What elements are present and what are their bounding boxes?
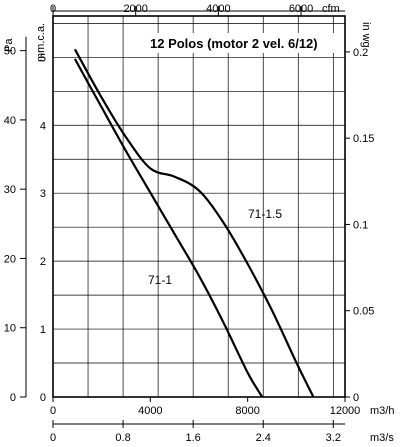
curve-label-71-1: 71-1: [148, 273, 172, 287]
plot-frame: [52, 15, 346, 398]
curve-71-1.5: [73, 48, 315, 398]
pa-tick-label: 50: [4, 46, 16, 58]
pa-tick-label: 30: [4, 184, 16, 196]
inwg-tick-label: 0: [353, 392, 359, 404]
m3s-tick-label: 0: [50, 432, 56, 444]
mmca-tick-label: 2: [40, 256, 46, 268]
curve-71-1: [73, 58, 264, 398]
unit-m3s: m3/s: [370, 432, 394, 444]
mmca-tick-label: 4: [40, 120, 46, 132]
pa-tick-label: 40: [4, 115, 16, 127]
inwg-tick-label: 0.15: [353, 133, 374, 145]
cfm-tick-label: 2000: [123, 3, 147, 15]
m3s-tick-label: 2.4: [256, 432, 271, 444]
unit-cfm: cfm: [322, 3, 340, 15]
m3s-tick-label: 3.2: [326, 432, 341, 444]
m3s-tick-label: 0.8: [115, 432, 130, 444]
inwg-tick-label: 0.2: [353, 47, 368, 59]
mmca-tick-label: 1: [40, 324, 46, 336]
m3s-tick-label: 1.6: [186, 432, 201, 444]
performance-curves: 71-1 71-1.5: [73, 48, 315, 398]
chart-title: 12 Polos (motor 2 vel. 6/12): [150, 36, 318, 51]
m3h-tick-label: 4000: [138, 405, 162, 417]
m3h-tick-label: 12000: [330, 405, 361, 417]
cfm-tick-label: 6000: [289, 3, 313, 15]
m3h-tick-label: 0: [50, 405, 56, 417]
tick-marks: [20, 6, 350, 428]
unit-mmca: mm.c.a.: [35, 23, 47, 62]
cfm-tick-label: 4000: [206, 3, 230, 15]
pa-tick-label: 20: [4, 253, 16, 265]
cfm-tick-label: 0: [50, 3, 56, 15]
curve-label-71-1.5: 71-1.5: [248, 207, 282, 221]
pa-tick-label: 0: [10, 392, 16, 404]
unit-inwg: in wg: [360, 22, 372, 48]
inwg-tick-label: 0.05: [353, 306, 374, 318]
mmca-tick-label: 3: [40, 188, 46, 200]
mmca-tick-label: 5: [40, 52, 46, 64]
mmca-tick-label: 0: [40, 392, 46, 404]
title-background: [148, 33, 342, 53]
pa-tick-label: 10: [4, 323, 16, 335]
unit-pa: Pa: [3, 38, 15, 52]
unit-m3h: m3/h: [370, 405, 394, 417]
grid-lines: [53, 16, 345, 397]
m3h-tick-label: 8000: [235, 405, 259, 417]
inwg-tick-label: 0.1: [353, 219, 368, 231]
